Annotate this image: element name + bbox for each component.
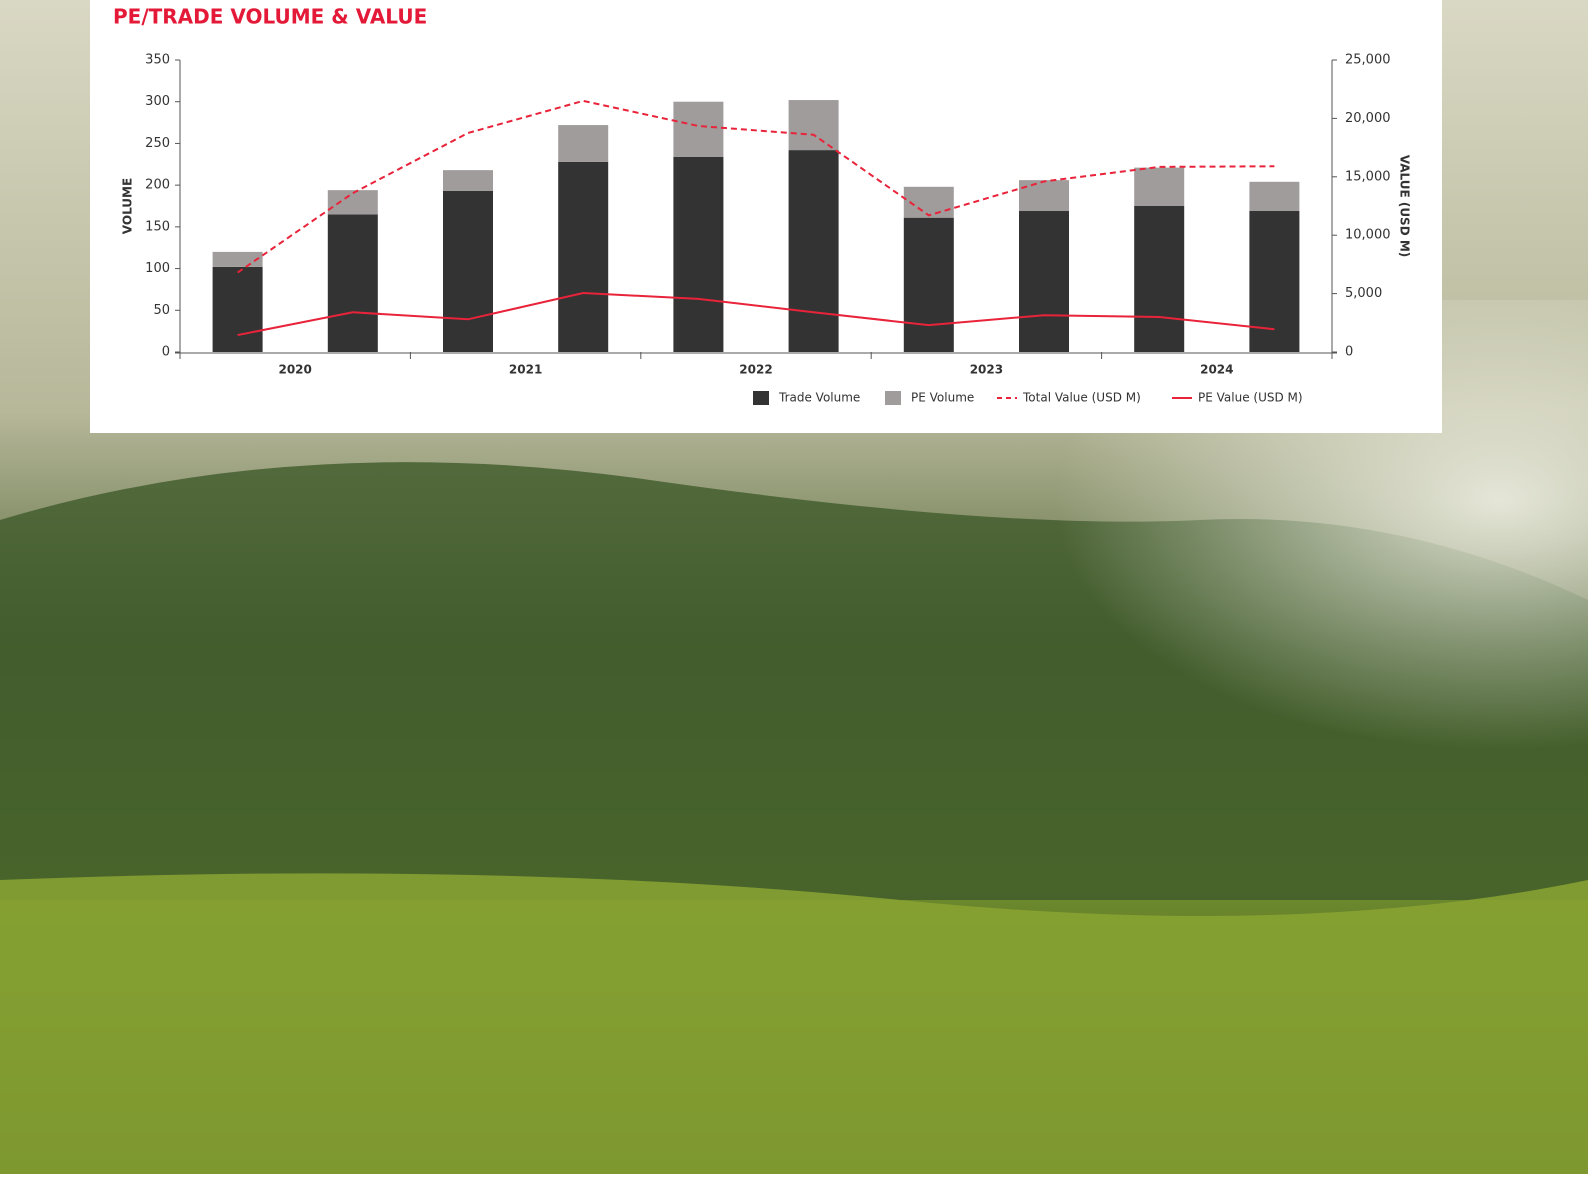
bar-segment [1019,180,1069,212]
y2-tick-label: 0 [1345,345,1353,360]
legend-label: PE Value (USD M) [1198,391,1303,405]
x-tick-label: 2022 [739,363,772,377]
legend-swatch [753,391,769,405]
legend-label: Trade Volume [778,391,860,405]
y2-axis-label: VALUE (USD M) [1398,155,1412,258]
y-tick-label: 50 [153,303,170,318]
y2-tick-label: 25,000 [1345,53,1391,68]
line-series [237,99,1275,274]
x-tick-label: 2021 [509,363,542,377]
y-tick-label: 300 [145,94,170,109]
legend-label: PE Volume [911,391,974,405]
chart-panel [90,0,1442,433]
bar-segment [327,214,378,352]
x-tick-label: 2023 [970,363,1003,377]
bar-segment [1249,181,1300,212]
y-axis-label: VOLUME [121,178,135,234]
x-tick-label: 2020 [278,363,311,377]
bar-segment [1134,167,1185,206]
bar-segment [212,266,263,352]
bar-segment [327,190,378,215]
bar-segment [673,156,724,352]
y2-tick-label: 10,000 [1345,228,1391,243]
x-tick-label: 2024 [1200,363,1233,377]
y2-tick-label: 20,000 [1345,111,1391,126]
y-tick-label: 250 [145,136,170,151]
y2-tick-label: 5,000 [1345,286,1382,301]
bar-segment [443,170,493,191]
bar-segment [443,190,493,352]
bar-segment [1134,206,1185,352]
y-tick-label: 350 [145,53,170,68]
bar-segment [558,161,609,352]
legend-label: Total Value (USD M) [1022,391,1141,405]
y-tick-label: 150 [145,219,170,234]
y-tick-label: 200 [145,178,170,193]
line-series [237,292,1275,337]
bar-segment [788,150,839,352]
bar-segment [788,100,839,151]
bar-segment [903,217,954,352]
bar-segment [903,186,954,218]
bar-segment [673,101,724,157]
bar-segment [558,125,609,162]
chart-title: PE/TRADE VOLUME & VALUE [113,5,427,29]
bar-segment [1019,211,1069,352]
y-tick-label: 0 [162,345,170,360]
legend-swatch [885,391,901,405]
bar-segment [1249,211,1300,352]
y2-tick-label: 15,000 [1345,169,1391,184]
meadow [0,873,1588,1174]
y-tick-label: 100 [145,261,170,276]
